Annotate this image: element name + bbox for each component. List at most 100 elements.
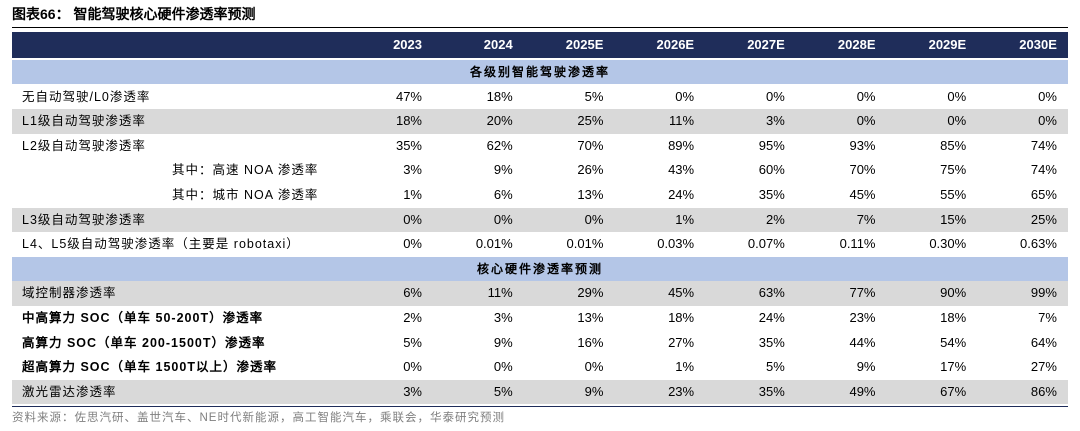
cell-value: 5%	[403, 334, 422, 350]
cell-value: 2%	[766, 211, 785, 227]
cell-value: 5%	[584, 88, 604, 104]
cell-value: 9%	[493, 334, 513, 350]
cell-value: 49%	[849, 383, 876, 399]
cell-value: 15%	[940, 211, 967, 227]
cell-value: 23%	[668, 383, 695, 399]
cell-value: 43%	[668, 162, 695, 178]
cell-value: 63%	[758, 285, 785, 301]
row-label: 域控制器渗透率	[22, 286, 117, 301]
row-label: 无自动驾驶/L0渗透率	[22, 89, 151, 104]
cell-value: 3%	[766, 113, 785, 129]
cell-value: 0%	[947, 88, 967, 104]
cell-value: 18%	[668, 310, 695, 325]
cell-value: 25%	[577, 113, 604, 129]
cell-value: 70%	[849, 162, 876, 178]
cell-value: 23%	[849, 310, 876, 325]
cell-value: 18%	[486, 88, 513, 104]
cell-value: 6%	[403, 285, 422, 301]
cell-value: 65%	[1030, 187, 1057, 202]
cell-value: 85%	[940, 137, 967, 153]
cell-value: 13%	[577, 310, 604, 325]
cell-value: 0.03%	[657, 236, 695, 252]
cell-value: 3%	[403, 383, 422, 399]
cell-value: 3%	[403, 162, 422, 178]
cell-value: 9%	[856, 359, 876, 375]
column-header: 2030E	[1019, 37, 1057, 52]
cell-value: 18%	[395, 113, 422, 129]
cell-value: 0%	[584, 359, 604, 375]
cell-value: 1%	[675, 359, 695, 375]
cell-value: 74%	[1030, 162, 1057, 178]
cell-value: 0%	[675, 88, 695, 104]
cell-value: 17%	[940, 359, 967, 375]
row-label: L1级自动驾驶渗透率	[22, 114, 146, 129]
cell-value: 0.01%	[566, 236, 604, 252]
cell-value: 0%	[1038, 113, 1057, 129]
cell-value: 74%	[1030, 137, 1057, 153]
cell-value: 27%	[668, 334, 695, 350]
cell-value: 24%	[668, 187, 695, 202]
row-label: 超高算力 SOC（单车 1500T以上）渗透率	[22, 360, 277, 375]
row-label: L3级自动驾驶渗透率	[22, 212, 146, 227]
table-row	[12, 207, 1068, 233]
table-row	[12, 379, 1068, 405]
cell-value: 29%	[577, 285, 604, 301]
cell-value: 18%	[940, 310, 967, 325]
cell-value: 54%	[940, 334, 967, 350]
cell-value: 1%	[675, 211, 695, 227]
cell-value: 89%	[668, 137, 695, 153]
cell-value: 27%	[1030, 359, 1057, 375]
cell-value: 35%	[758, 383, 785, 399]
cell-value: 64%	[1030, 334, 1057, 350]
cell-value: 0%	[493, 359, 513, 375]
cell-value: 60%	[758, 162, 785, 178]
cell-value: 7%	[856, 211, 876, 227]
cell-value: 5%	[766, 359, 785, 375]
row-label: 其中：高速 NOA 渗透率	[172, 163, 319, 178]
bottom-rule	[12, 406, 1068, 407]
column-header: 2025E	[565, 37, 604, 52]
cell-value: 77%	[849, 285, 876, 301]
cell-value: 13%	[577, 187, 604, 202]
cell-value: 0%	[584, 211, 604, 227]
column-header: 2026E	[656, 37, 695, 52]
cell-value: 75%	[940, 162, 967, 178]
cell-value: 0%	[403, 236, 422, 252]
cell-value: 95%	[758, 137, 785, 153]
cell-value: 24%	[758, 310, 785, 325]
cell-value: 9%	[493, 162, 513, 178]
cell-value: 0%	[856, 88, 876, 104]
row-label: L4、L5级自动驾驶渗透率（主要是 robotaxi）	[22, 237, 300, 252]
cell-value: 1%	[403, 187, 422, 202]
cell-value: 6%	[493, 187, 513, 202]
cell-value: 9%	[584, 383, 604, 399]
cell-value: 26%	[577, 162, 604, 178]
row-label: L2级自动驾驶渗透率	[22, 138, 146, 153]
cell-value: 0%	[1038, 88, 1057, 104]
cell-value: 70%	[577, 137, 604, 153]
cell-value: 93%	[849, 137, 876, 153]
cell-value: 0%	[403, 359, 422, 375]
cell-value: 2%	[403, 310, 422, 325]
cell-value: 62%	[486, 137, 513, 153]
cell-value: 25%	[1030, 211, 1057, 227]
cell-value: 67%	[940, 383, 967, 399]
cell-value: 55%	[940, 187, 967, 202]
column-header: 2024	[483, 37, 513, 52]
cell-value: 0.07%	[747, 236, 785, 252]
cell-value: 0%	[493, 211, 513, 227]
cell-value: 16%	[577, 334, 604, 350]
cell-value: 45%	[849, 187, 876, 202]
title-rule	[12, 27, 1068, 28]
cell-value: 47%	[395, 88, 422, 104]
table-title: 图表66： 智能驾驶核心硬件渗透率预测	[12, 6, 256, 22]
column-header: 2029E	[928, 37, 967, 52]
cell-value: 0%	[947, 113, 967, 129]
row-label: 其中：城市 NOA 渗透率	[172, 188, 319, 202]
cell-value: 45%	[668, 285, 695, 301]
cell-value: 0%	[403, 211, 422, 227]
cell-value: 90%	[940, 285, 967, 301]
cell-value: 3%	[493, 310, 513, 325]
row-label: 高算力 SOC（单车 200-1500T）渗透率	[22, 335, 266, 350]
